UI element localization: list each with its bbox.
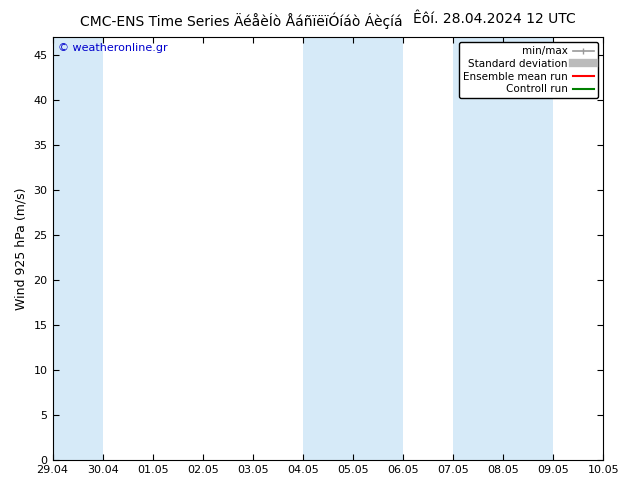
Bar [303,37,353,460]
Y-axis label: Wind 925 hPa (m/s): Wind 925 hPa (m/s) [15,187,28,310]
Text: Êôí. 28.04.2024 12 UTC: Êôí. 28.04.2024 12 UTC [413,12,576,26]
Bar [53,37,103,460]
Legend: min/max, Standard deviation, Ensemble mean run, Controll run: min/max, Standard deviation, Ensemble me… [459,42,598,98]
Bar [353,37,403,460]
Text: © weatheronline.gr: © weatheronline.gr [58,44,167,53]
Text: CMC-ENS Time Series ÄéåèÍò ÅáñïëïÓíáò Áèçíá: CMC-ENS Time Series ÄéåèÍò ÅáñïëïÓíáò Áè… [80,12,402,29]
Bar [503,37,553,460]
Bar [453,37,503,460]
